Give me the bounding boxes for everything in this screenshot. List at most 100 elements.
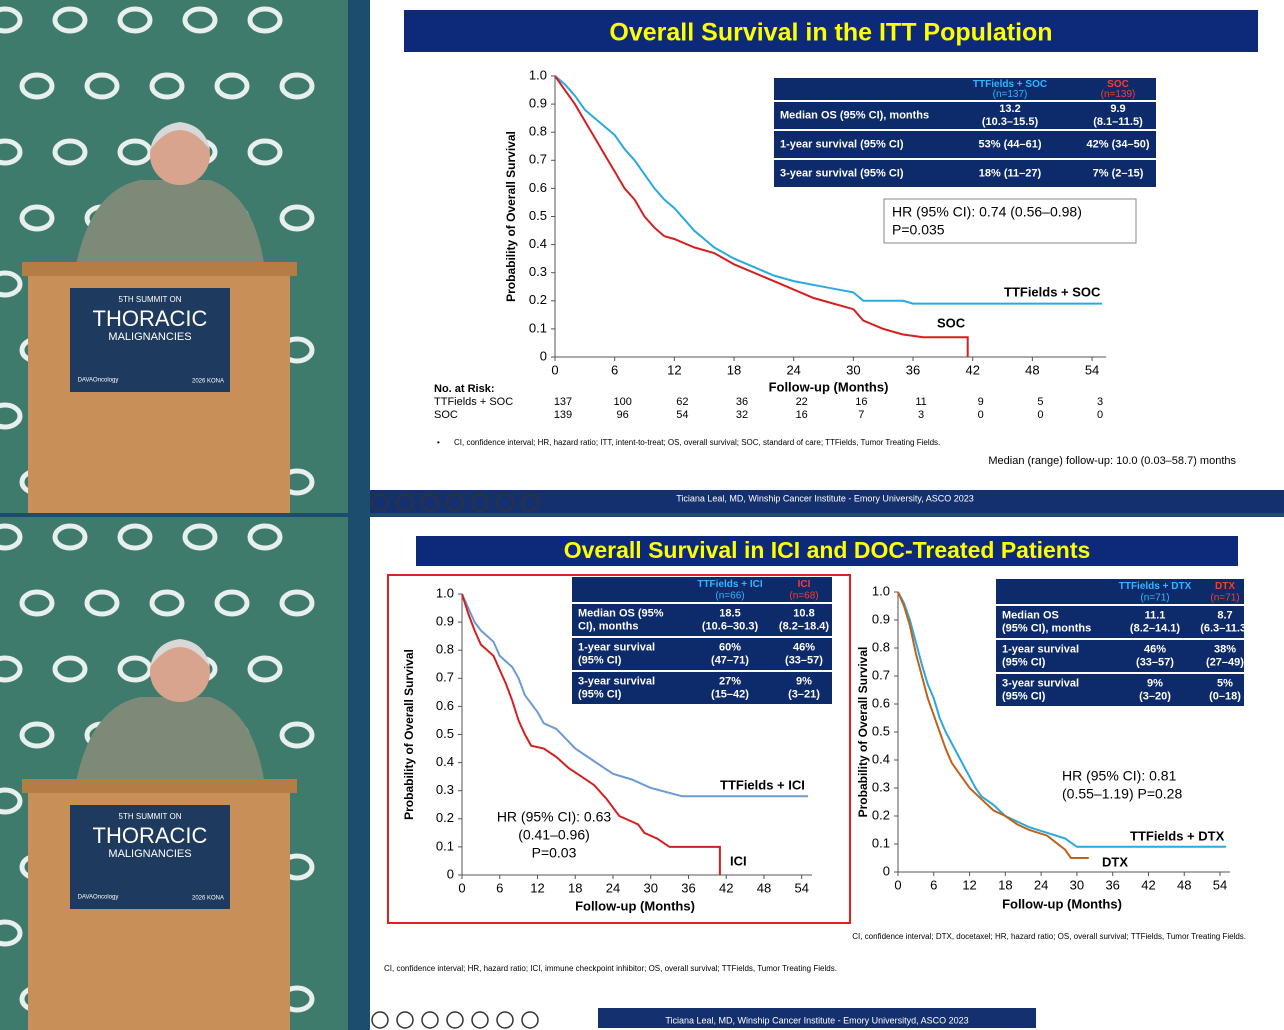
backdrop-logo	[52, 523, 88, 551]
backdrop-logo	[0, 6, 23, 34]
x-tick-label: 12	[667, 362, 681, 377]
slide-title: Overall Survival in ICI and DOC-Treated …	[564, 537, 1091, 563]
toolbar-button[interactable]	[421, 1011, 439, 1029]
sign-text: DAVAOncology	[78, 378, 119, 384]
toolbar-button[interactable]	[396, 494, 414, 512]
column-header: TTFields + ICI	[697, 579, 763, 590]
backdrop-logo	[19, 204, 55, 232]
table-cell: (33–57)	[1136, 656, 1174, 668]
table-cell: 1-year survival	[1002, 643, 1079, 655]
y-tick-label: 0.9	[529, 96, 547, 111]
backdrop-logo	[279, 721, 315, 749]
sign-text: MALIGNANCIES	[108, 331, 191, 343]
y-tick-label: 0.2	[872, 807, 890, 822]
podium-sign	[70, 805, 230, 909]
x-tick-label: 6	[930, 877, 937, 892]
risk-value: 139	[554, 409, 572, 421]
table-cell: Median OS (95% CI), months	[780, 109, 929, 121]
y-axis-label: Probability of Overall Survival	[856, 647, 870, 818]
toolbar-button[interactable]	[396, 1011, 414, 1029]
x-tick-label: 30	[846, 362, 860, 377]
backdrop-logo	[84, 72, 120, 100]
x-tick-label: 48	[757, 880, 771, 895]
toolbar-button[interactable]	[446, 1011, 464, 1029]
sign-text: 5TH SUMMIT ON	[119, 295, 182, 304]
toolbar-button[interactable]	[471, 494, 489, 512]
y-tick-label: 0.6	[436, 698, 454, 713]
y-tick-label: 0.3	[436, 782, 454, 797]
table-cell: 1-year survival (95% CI)	[780, 138, 904, 150]
y-tick-label: 1.0	[529, 67, 547, 82]
sign-text: 2026 KONA	[192, 896, 224, 902]
hr-text: (0.55–1.19) P=0.28	[1062, 786, 1182, 802]
x-tick-label: 48	[1025, 362, 1039, 377]
toolbar-button[interactable]	[371, 494, 389, 512]
y-tick-label: 0.4	[872, 751, 890, 766]
risk-value: 96	[617, 409, 629, 421]
table-cell: (8.2–14.1)	[1130, 622, 1180, 634]
backdrop-logo	[117, 138, 153, 166]
y-tick-label: 1.0	[872, 583, 890, 598]
table-cell: 1-year survival	[578, 641, 655, 653]
table-cell: (3–21)	[788, 688, 820, 700]
title-banner	[416, 536, 1238, 566]
table-cell: 3-year survival	[1002, 677, 1079, 689]
y-axis-label: Probability of Overall Survival	[402, 649, 416, 820]
table-cell: 46%	[793, 641, 815, 653]
backdrop-logo	[0, 138, 23, 166]
backdrop-logo	[0, 787, 23, 815]
x-axis-label: Follow-up (Months)	[575, 898, 695, 913]
backdrop-logo	[19, 721, 55, 749]
series-label: DTX	[1102, 854, 1128, 869]
backdrop-logo	[214, 589, 250, 617]
x-tick-label: 0	[551, 362, 558, 377]
x-tick-label: 18	[998, 877, 1012, 892]
x-tick-label: 18	[727, 362, 741, 377]
risk-value: 54	[676, 409, 688, 421]
toolbar-button[interactable]	[446, 494, 464, 512]
sign-text: 2026 KONA	[192, 379, 224, 385]
backdrop-logo	[182, 6, 218, 34]
table-cell: (47–71)	[711, 654, 749, 666]
table-cell: 38%	[1214, 643, 1236, 655]
y-tick-label: 0.6	[872, 695, 890, 710]
backdrop-logo	[117, 6, 153, 34]
y-tick-label: 0.6	[529, 180, 547, 195]
y-tick-label: 0	[883, 863, 890, 878]
y-tick-label: 0	[540, 348, 547, 363]
toolbar-button[interactable]	[521, 1011, 539, 1029]
table-cell: (95% CI), months	[1002, 622, 1091, 634]
table-row	[996, 674, 1244, 706]
x-tick-label: 36	[1105, 877, 1119, 892]
backdrop-logo	[19, 589, 55, 617]
toolbar-button[interactable]	[496, 1011, 514, 1029]
x-tick-label: 12	[962, 877, 976, 892]
y-tick-label: 0.4	[436, 754, 454, 769]
series-label: TTFields + SOC	[1004, 284, 1101, 299]
table-cell: 5%	[1217, 677, 1233, 689]
risk-value: 0	[1037, 409, 1043, 421]
table-cell: (95% CI)	[578, 688, 622, 700]
toolbar-button[interactable]	[471, 1011, 489, 1029]
footnote: CI, confidence interval; HR, hazard rati…	[454, 438, 940, 447]
column-header: (n=137)	[993, 89, 1028, 100]
y-tick-label: 0.2	[436, 810, 454, 825]
table-cell: Median OS	[1002, 609, 1059, 621]
risk-value: 11	[915, 396, 926, 408]
series-label: SOC	[937, 315, 966, 330]
y-tick-label: 0.4	[529, 236, 547, 251]
risk-value: 3	[918, 409, 924, 421]
hr-text: HR (95% CI): 0.63	[497, 809, 612, 825]
x-tick-label: 24	[606, 880, 620, 895]
risk-title: No. at Risk:	[434, 383, 495, 395]
toolbar-button[interactable]	[521, 494, 539, 512]
toolbar-button[interactable]	[496, 494, 514, 512]
toolbar-button[interactable]	[371, 1011, 389, 1029]
table-row	[996, 640, 1244, 672]
x-tick-label: 42	[965, 362, 979, 377]
x-tick-label: 24	[786, 362, 800, 377]
footer: Ticiana Leal, MD, Winship Cancer Institu…	[676, 493, 974, 503]
table-cell: (8.2–18.4)	[779, 620, 829, 632]
toolbar-button[interactable]	[421, 494, 439, 512]
y-tick-label: 0.7	[436, 670, 454, 685]
